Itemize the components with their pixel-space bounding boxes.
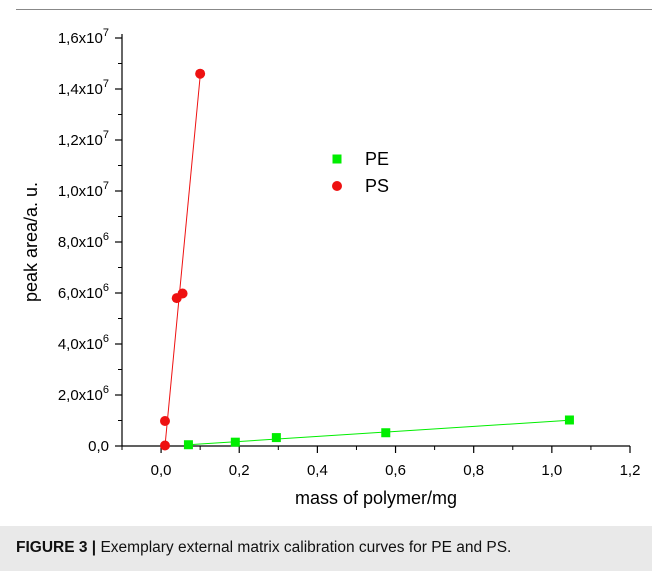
y-tick-label: 1,6x107 [58, 27, 109, 47]
y-tick-label: 1,0x107 [58, 180, 109, 200]
y-tick-label: 6,0x106 [58, 282, 109, 302]
fit-line-ps [164, 76, 201, 447]
data-point-ps [177, 288, 188, 299]
x-tick-label: 1,2 [620, 462, 641, 479]
figure-caption: FIGURE 3 | Exemplary external matrix cal… [16, 539, 511, 557]
calibration-chart: 0,0 0,2 0,4 0,6 0,8 1,0 1,2 0,0 2,0x106 4,0x106 6,… [21, 27, 641, 508]
x-axis-title: mass of polymer/mg [295, 488, 457, 508]
data-point-pe [564, 415, 574, 425]
x-tick-label: 0,4 [307, 462, 328, 479]
data-point-pe [381, 428, 391, 438]
data-point-pe [271, 433, 281, 443]
y-axis-title: peak area/a. u. [21, 182, 41, 302]
x-tick-label: 0,2 [229, 462, 250, 479]
x-tick-label: 0,6 [385, 462, 406, 479]
x-tick-label: 1,0 [541, 462, 562, 479]
legend-label-pe: PE [365, 149, 389, 169]
caption-label: FIGURE 3 | [16, 539, 97, 556]
legend-label-ps: PS [365, 176, 389, 196]
y-tick-label: 1,4x107 [58, 78, 109, 98]
y-tick-label: 1,2x107 [58, 129, 109, 149]
legend-marker-pe [332, 154, 342, 164]
data-point-ps [159, 416, 170, 427]
y-tick-label: 8,0x106 [58, 231, 109, 251]
y-tick-label: 4,0x106 [58, 333, 109, 353]
y-tick-label: 2,0x106 [58, 384, 109, 404]
data-point-pe [230, 437, 240, 447]
caption-panel [0, 526, 652, 571]
x-tick-label: 0,0 [151, 462, 172, 479]
y-tick-label: 0,0 [88, 438, 109, 455]
caption-text: Exemplary external matrix calibration cu… [96, 539, 512, 556]
data-point-ps [159, 440, 170, 451]
legend-marker-ps [332, 181, 342, 191]
data-point-ps [195, 68, 206, 79]
x-tick-label: 0,8 [463, 462, 484, 479]
top-rule [16, 9, 652, 10]
data-point-pe [183, 440, 193, 450]
fit-line-pe [188, 419, 570, 446]
